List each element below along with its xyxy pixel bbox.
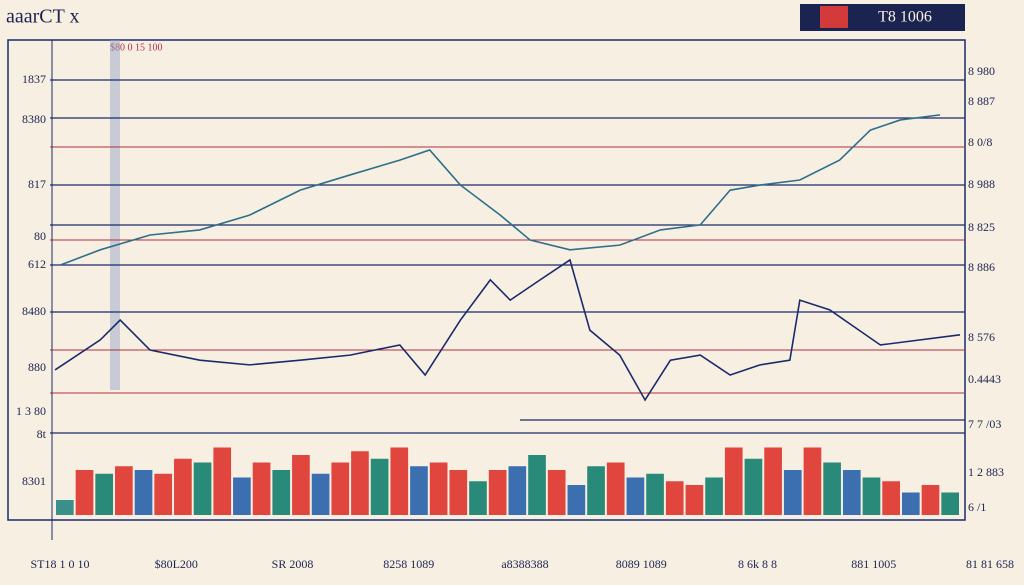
- x-label: a8388388: [501, 557, 548, 571]
- x-label: 81 81 658: [966, 557, 1014, 571]
- volume-bar: [469, 481, 487, 515]
- volume-bar: [724, 447, 743, 515]
- volume-bar: [685, 485, 704, 515]
- y2-label: 8 576: [968, 330, 995, 344]
- volume-bar: [233, 477, 251, 515]
- volume-bar: [449, 470, 468, 515]
- y2-label: 6 /1: [968, 500, 986, 514]
- y-label: 80: [34, 229, 46, 243]
- volume-bar: [193, 462, 212, 515]
- x-label: ST18 1 0 10: [30, 557, 89, 571]
- y-label: 1 3 80: [16, 404, 46, 418]
- volume-bar: [429, 462, 448, 515]
- y-label: 612: [28, 257, 46, 271]
- volume-bar: [95, 473, 114, 515]
- y2-label: 8 825: [968, 220, 995, 234]
- x-label: $80L200: [155, 557, 198, 571]
- y2-label: 1 2 883: [968, 465, 1004, 479]
- volume-bar: [882, 481, 900, 515]
- badge-icon: [820, 6, 848, 28]
- volume-bar: [901, 492, 920, 515]
- volume-bar: [803, 447, 822, 515]
- y-label: 8t: [37, 427, 47, 441]
- chart-subtitle: $80 0 15 100: [110, 42, 163, 53]
- y2-label: 8 988: [968, 177, 995, 191]
- volume-bar: [764, 447, 782, 515]
- volume-bar: [921, 485, 940, 515]
- volume-bar: [154, 473, 173, 515]
- y2-label: 8 887: [968, 94, 995, 108]
- volume-bar: [705, 477, 723, 515]
- volume-bar: [115, 466, 133, 515]
- volume-bar: [213, 447, 232, 515]
- volume-bar: [823, 462, 841, 515]
- volume-bar: [370, 458, 389, 515]
- price-line: [54, 258, 961, 402]
- volume-bar: [626, 477, 645, 515]
- y-label: 8380: [22, 112, 46, 126]
- volume-bar: [56, 500, 74, 515]
- x-label: 8 6k 8 8: [738, 557, 777, 571]
- volume-bar: [488, 470, 507, 515]
- volume-bar: [292, 455, 310, 515]
- volume-bar: [646, 473, 664, 515]
- y2-label: 8 0/8: [968, 135, 992, 149]
- volume-bar: [665, 481, 684, 515]
- app-title: aaarCT x: [6, 6, 80, 28]
- volume-bar: [272, 470, 291, 515]
- volume-bar: [547, 470, 566, 515]
- y2-label: 8 980: [968, 64, 995, 78]
- volume-bar: [390, 447, 409, 515]
- volume-bar: [587, 466, 605, 515]
- volume-bar: [508, 466, 527, 515]
- volume-bar: [606, 462, 625, 515]
- x-label: SR 2008: [272, 557, 314, 571]
- x-label: 881 1005: [851, 557, 896, 571]
- volume-bar: [862, 477, 881, 515]
- y-label: 8301: [22, 474, 46, 488]
- volume-bar: [410, 466, 428, 515]
- volume-bar: [351, 451, 369, 515]
- volume-bar: [941, 492, 959, 515]
- volume-bar: [252, 462, 271, 515]
- y2-label: 0.4443: [968, 372, 1001, 386]
- x-label: 8089 1089: [616, 557, 667, 571]
- y-label: 817: [28, 177, 46, 191]
- volume-bar: [783, 470, 802, 515]
- y-label: 8480: [22, 304, 46, 318]
- frame: [7, 39, 966, 521]
- y-label: 880: [28, 360, 46, 374]
- volume-bar: [134, 470, 153, 515]
- price-line: [60, 114, 941, 266]
- volume-bar: [567, 485, 586, 515]
- x-label: 8258 1089: [383, 557, 434, 571]
- volume-bar: [744, 458, 763, 515]
- volume-bar: [75, 470, 94, 515]
- y-label: 1837: [22, 72, 46, 86]
- badge-text: T8 1006: [878, 9, 932, 26]
- volume-bar: [331, 462, 350, 515]
- volume-bar: [174, 458, 192, 515]
- volume-bar: [311, 473, 330, 515]
- y2-label: 8 886: [968, 260, 995, 274]
- highlight: [110, 40, 120, 390]
- y2-label: 7 7 /03: [968, 417, 1001, 431]
- volume-bar: [842, 470, 861, 515]
- volume-bar: [528, 455, 546, 515]
